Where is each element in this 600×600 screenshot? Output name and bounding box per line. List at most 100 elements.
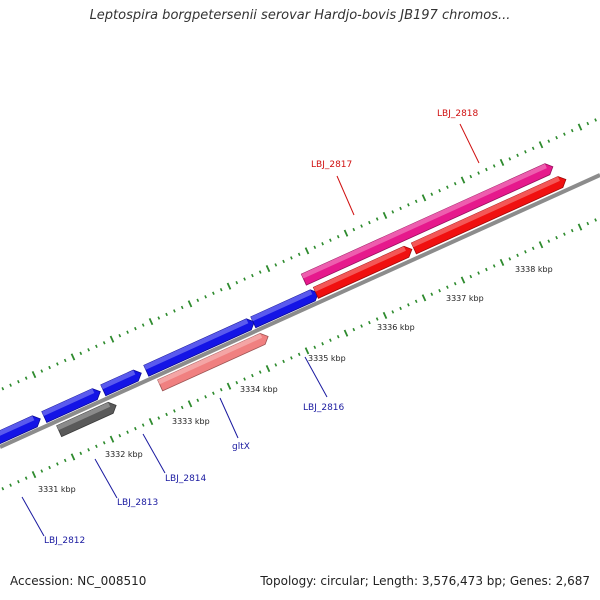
minor-tick	[399, 306, 402, 311]
scale-label: 3338 kbp	[515, 265, 553, 274]
minor-tick	[547, 239, 551, 243]
gene-label[interactable]: gltX	[232, 442, 250, 452]
gene-arrow[interactable]	[250, 289, 319, 329]
minor-tick	[375, 217, 379, 221]
minor-tick	[290, 356, 293, 360]
major-tick	[226, 282, 232, 290]
minor-tick	[212, 391, 215, 395]
minor-tick	[118, 433, 122, 438]
minor-tick	[173, 409, 176, 413]
minor-tick	[126, 430, 129, 434]
minor-tick	[516, 253, 519, 258]
gene-arrow-highlight	[56, 402, 111, 431]
minor-tick	[555, 135, 558, 140]
minor-tick	[165, 412, 168, 417]
minor-tick	[321, 242, 324, 246]
gene-label[interactable]: LBJ_2812	[44, 536, 85, 546]
gene-arrow-highlight	[313, 246, 406, 292]
major-tick	[538, 241, 544, 249]
accession-text: Accession: NC_008510	[10, 574, 147, 588]
gene-label[interactable]: LBJ_2813	[117, 498, 158, 508]
minor-tick	[17, 479, 20, 484]
minor-tick	[204, 395, 207, 399]
minor-tick	[469, 174, 473, 179]
minor-tick	[251, 373, 254, 378]
gene-arrow[interactable]	[41, 388, 101, 424]
minor-tick	[555, 235, 558, 240]
minor-tick	[180, 305, 184, 310]
inner-tick-ring	[1, 218, 597, 491]
minor-tick	[360, 324, 363, 328]
minor-tick	[586, 221, 590, 226]
minor-tick	[508, 157, 512, 161]
minor-tick	[56, 362, 59, 366]
major-tick	[226, 382, 232, 390]
gene-arrow[interactable]	[312, 245, 413, 299]
gene-arrow[interactable]	[157, 333, 269, 392]
minor-tick	[1, 387, 5, 391]
gene-label[interactable]: LBJ_2816	[303, 403, 345, 413]
minor-tick	[274, 363, 278, 367]
major-tick	[499, 258, 505, 266]
label-leader-line	[21, 496, 45, 537]
minor-tick	[438, 289, 441, 293]
minor-tick	[165, 312, 168, 317]
gene-label[interactable]: LBJ_2814	[165, 474, 207, 484]
genome-stats-text: Topology: circular; Length: 3,576,473 bp…	[260, 574, 590, 588]
minor-tick	[48, 465, 51, 470]
minor-tick	[329, 338, 332, 342]
minor-tick	[204, 295, 207, 299]
minor-tick	[477, 171, 480, 175]
minor-tick	[352, 227, 356, 232]
scale-label: 3332 kbp	[105, 450, 143, 459]
gene-label[interactable]: LBJ_2817	[311, 160, 352, 170]
scale-label: 3336 kbp	[377, 323, 415, 332]
minor-tick	[63, 358, 67, 363]
minor-tick	[219, 288, 223, 292]
minor-tick	[430, 292, 434, 296]
gene-arrow-body	[100, 369, 142, 397]
minor-tick	[196, 398, 200, 403]
gene-arrow[interactable]	[410, 176, 567, 255]
label-leader-line	[142, 433, 166, 474]
minor-tick	[547, 139, 551, 143]
minor-tick	[368, 220, 371, 225]
minor-tick	[79, 451, 83, 456]
minor-tick	[524, 250, 527, 254]
minor-tick	[95, 444, 98, 448]
gene-arrow-highlight	[41, 388, 95, 416]
minor-tick	[516, 153, 519, 158]
minor-tick	[282, 359, 285, 364]
minor-tick	[485, 167, 488, 172]
minor-tick	[594, 218, 597, 222]
minor-tick	[563, 232, 566, 236]
minor-tick	[570, 228, 574, 233]
label-leader-line	[459, 123, 480, 164]
minor-tick	[24, 376, 28, 380]
major-tick	[109, 335, 115, 343]
gene-arrow[interactable]	[100, 369, 142, 397]
gene-label[interactable]: LBJ_2818	[437, 109, 479, 119]
gene-arrow[interactable]	[143, 318, 255, 377]
minor-tick	[360, 224, 363, 228]
major-tick	[343, 329, 349, 337]
minor-tick	[118, 333, 122, 338]
gene-arrow[interactable]	[56, 401, 117, 438]
minor-tick	[391, 310, 395, 314]
gene-features	[0, 163, 567, 449]
minor-tick	[9, 483, 12, 487]
major-tick	[265, 264, 271, 273]
major-tick	[304, 347, 310, 355]
minor-tick	[469, 274, 473, 279]
minor-tick	[282, 259, 285, 264]
minor-tick	[95, 344, 98, 348]
minor-tick	[87, 448, 90, 452]
minor-tick	[40, 469, 44, 473]
minor-tick	[477, 271, 480, 275]
minor-tick	[399, 206, 402, 211]
gene-arrow[interactable]	[300, 163, 554, 286]
backbone-line	[0, 173, 600, 449]
minor-tick	[251, 273, 254, 278]
major-tick	[109, 435, 115, 443]
gene-arrow[interactable]	[0, 415, 41, 449]
